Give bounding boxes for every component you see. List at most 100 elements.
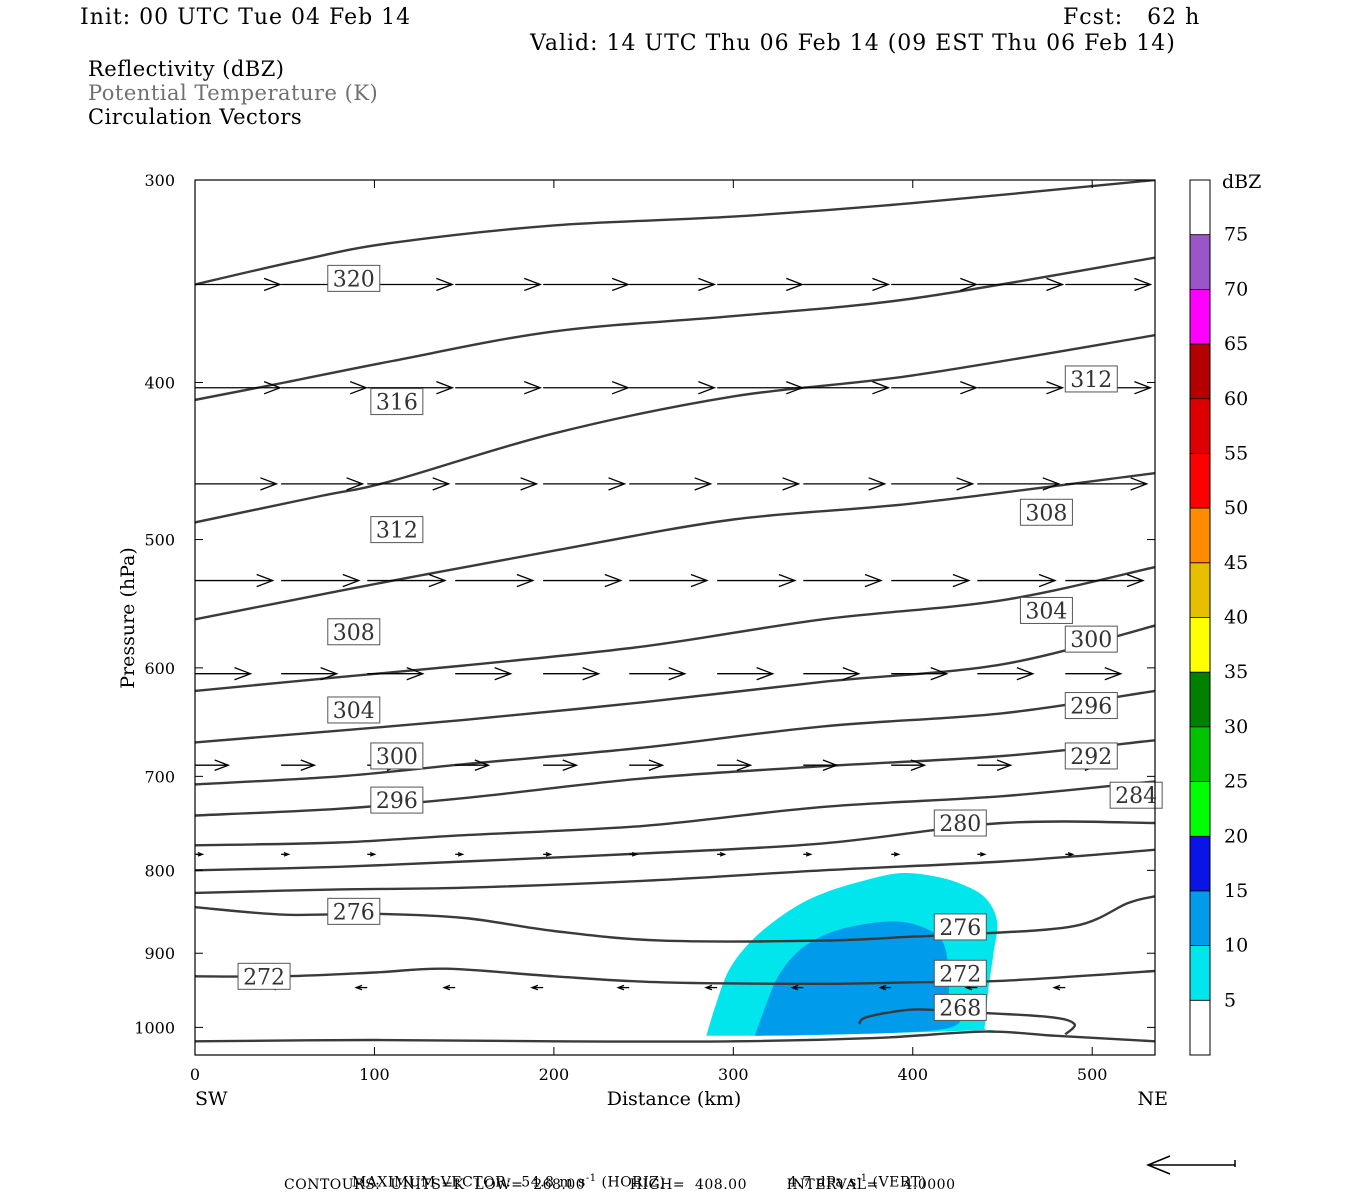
- vector-arrow: [455, 381, 543, 395]
- x-tick-label: 200: [539, 1065, 570, 1084]
- vector-head: [524, 277, 543, 292]
- vector-arrow: [891, 277, 979, 292]
- contour-label-box: [327, 264, 381, 292]
- legend-reflectivity: Reflectivity (dBZ): [88, 57, 285, 81]
- contour-label: 276: [327, 897, 381, 925]
- colorbar-label: 70: [1224, 278, 1248, 300]
- vector-arrow: [195, 851, 205, 857]
- contour-label: 292: [1064, 742, 1118, 770]
- vector-arrow: [1052, 984, 1066, 991]
- vector-arrow: [281, 851, 291, 857]
- contour-label-box: [370, 742, 424, 770]
- vector-head: [822, 759, 839, 772]
- contour-label: 304: [1019, 596, 1073, 624]
- contour-label-box: [327, 618, 381, 646]
- vector-arrow: [1065, 851, 1075, 857]
- colorbar-label: 75: [1224, 224, 1248, 246]
- vector-arrow: [891, 573, 971, 588]
- vector-arrow: [704, 984, 718, 991]
- contour-label-box: [1064, 625, 1118, 653]
- contour-label-box: [933, 993, 987, 1021]
- contour-label-text: 292: [1070, 745, 1112, 770]
- unit-exponent: -1: [856, 1173, 868, 1184]
- vector-head: [442, 984, 451, 991]
- y-tick-label: 900: [144, 944, 175, 963]
- colorbar-segment: [1190, 508, 1210, 563]
- contour-label-box: [933, 913, 987, 941]
- colorbar-label: 30: [1224, 716, 1248, 738]
- vector-head: [694, 477, 713, 491]
- vector-arrow: [977, 759, 1013, 772]
- vector-arrow: [891, 759, 927, 772]
- colorbar-label: 5: [1224, 989, 1236, 1011]
- vector-arrow: [543, 667, 601, 681]
- x-left-end-label: SW: [195, 1088, 228, 1110]
- vector-head: [1130, 477, 1149, 491]
- x-tick-label: 0: [190, 1065, 200, 1084]
- vector-head: [214, 759, 231, 772]
- init-time: Init: 00 UTC Tue 04 Feb 14: [80, 5, 412, 30]
- contour-label: 280: [933, 809, 987, 837]
- vector-arrow: [367, 573, 447, 588]
- theta-contour-320: [195, 180, 1155, 286]
- vector-head: [524, 381, 543, 395]
- reflectivity-area-10: [754, 921, 961, 1036]
- vector-arrow: [367, 477, 451, 491]
- vector-arrow: [281, 477, 365, 491]
- colorbar-label: 60: [1224, 388, 1248, 410]
- vector-head: [611, 381, 631, 395]
- contour-label-text: 268: [939, 996, 981, 1021]
- vector-head: [436, 381, 455, 395]
- vector-arrow: [543, 381, 631, 395]
- vector-head: [1067, 851, 1075, 857]
- vector-head: [1016, 667, 1035, 681]
- vector-arrow: [530, 984, 544, 991]
- vector-head: [704, 984, 713, 991]
- x-tick-label: 100: [359, 1065, 390, 1084]
- vector-head: [263, 277, 282, 292]
- colorbar-segment: [1190, 453, 1210, 509]
- colorbar-label: 65: [1224, 333, 1248, 355]
- vector-arrow: [629, 381, 717, 395]
- vector-arrow: [891, 667, 949, 681]
- vector-arrow: [977, 477, 1061, 491]
- vector-arrow: [195, 381, 282, 395]
- vector-arrow: [543, 851, 553, 857]
- vector-arrow: [803, 477, 887, 491]
- vector-arrow: [281, 381, 369, 395]
- vector-head: [786, 381, 805, 395]
- contour-label-box: [933, 959, 987, 987]
- vector-arrow: [803, 381, 891, 395]
- x-right-end-label: NE: [1138, 1088, 1169, 1110]
- colorbar-segment: [1190, 617, 1210, 673]
- contour-label: 312: [370, 516, 424, 544]
- contour-label-text: 312: [376, 519, 418, 544]
- vector-arrow: [195, 667, 253, 681]
- vector-arrow: [367, 851, 377, 857]
- legend-circulation-vectors: Circulation Vectors: [88, 105, 303, 129]
- vector-arrow: [629, 759, 665, 772]
- y-tick-label: 300: [144, 171, 175, 190]
- y-tick-label: 1000: [134, 1018, 175, 1037]
- vector-arrow: [803, 759, 839, 772]
- vector-head: [520, 477, 539, 491]
- vector-head: [1052, 984, 1061, 991]
- vector-arrow: [1065, 477, 1149, 491]
- vector-arrow: [891, 477, 975, 491]
- vector-arrow: [977, 851, 987, 857]
- vector-head: [698, 381, 717, 395]
- contour-label: 272: [933, 959, 987, 987]
- vector-arrow: [455, 851, 465, 857]
- contour-label: 312: [1064, 365, 1118, 393]
- vector-arrow: [455, 759, 491, 772]
- contour-label-text: 312: [1070, 368, 1112, 393]
- colorbar-label: 55: [1224, 442, 1248, 464]
- contour-label: 304: [327, 696, 381, 724]
- contour-label-text: 272: [243, 965, 285, 990]
- vector-arrow: [717, 381, 805, 395]
- contour-label-box: [1019, 498, 1073, 526]
- colorbar-segment: [1190, 562, 1210, 618]
- y-tick-label: 400: [144, 373, 175, 392]
- colorbar-label: 40: [1224, 607, 1248, 629]
- vector-head: [611, 277, 631, 292]
